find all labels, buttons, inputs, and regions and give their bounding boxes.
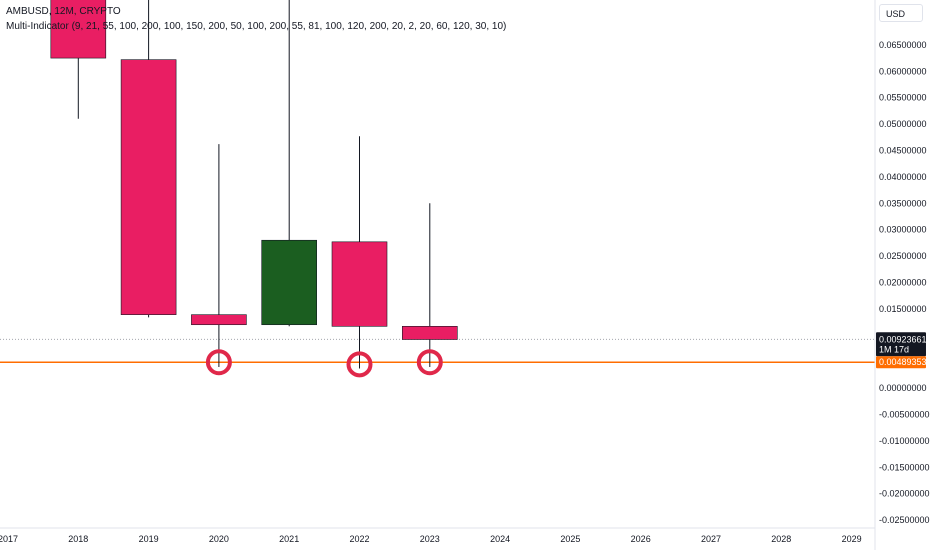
currency-button[interactable]: USD <box>879 4 923 22</box>
level-price-value: 0.00489353 <box>879 357 927 367</box>
x-tick-label: 2027 <box>701 534 721 544</box>
time-axis[interactable]: 2017 2018 2019 2020 2021 2022 2023 2024 2025 2026… <box>0 534 862 544</box>
candle-body-2018[interactable] <box>50 0 107 59</box>
candle-body-2021[interactable] <box>261 239 318 326</box>
y-tick-label: -0.02500000 <box>879 515 930 525</box>
y-tick-label: 0.02500000 <box>879 251 927 261</box>
y-tick-label: 0.03500000 <box>879 198 927 208</box>
bar-countdown: 1M 17d <box>879 344 909 354</box>
candle-body-2019[interactable] <box>120 59 177 315</box>
x-tick-label: 2024 <box>490 534 510 544</box>
y-tick-label: -0.00500000 <box>879 409 930 419</box>
y-tick-label: 0.04000000 <box>879 172 927 182</box>
chart-legend: AMBUSD, 12M, CRYPTO Multi-Indicator (9, … <box>6 4 506 34</box>
x-tick-label: 2018 <box>68 534 88 544</box>
x-tick-label: 2019 <box>139 534 159 544</box>
x-tick-label: 2017 <box>0 534 18 544</box>
y-tick-label: 0.01500000 <box>879 304 927 314</box>
y-tick-label: 0.03000000 <box>879 225 927 235</box>
x-tick-label: 2025 <box>560 534 580 544</box>
candle-body-2020[interactable] <box>191 314 247 326</box>
symbol-title[interactable]: AMBUSD, 12M, CRYPTO <box>6 6 121 17</box>
price-axis[interactable]: 0.06500000 0.06000000 0.05500000 0.05000000… <box>879 40 930 525</box>
y-tick-label: -0.01500000 <box>879 462 930 472</box>
plot-area[interactable] <box>0 0 875 378</box>
current-price-tag <box>876 332 926 357</box>
y-tick-label: 0.05500000 <box>879 93 927 103</box>
circle-marker-2023 <box>416 349 443 376</box>
level-price-tag <box>876 356 926 369</box>
y-tick-label: 0.06500000 <box>879 40 927 50</box>
x-tick-label: 2023 <box>420 534 440 544</box>
y-tick-label: 0.04500000 <box>879 145 927 155</box>
x-tick-label: 2028 <box>771 534 791 544</box>
x-tick-label: 2020 <box>209 534 229 544</box>
x-tick-label: 2029 <box>842 534 862 544</box>
y-tick-label: 0.02000000 <box>879 277 927 287</box>
circle-marker-2022 <box>346 351 373 378</box>
indicator-title[interactable]: Multi-Indicator (9, 21, 55, 100, 200, 10… <box>6 21 507 32</box>
candle-body-2023[interactable] <box>401 326 458 340</box>
x-tick-label: 2021 <box>279 534 299 544</box>
candle-body-2022[interactable] <box>331 241 388 327</box>
y-tick-label: -0.01000000 <box>879 436 930 446</box>
y-tick-label: 0.06000000 <box>879 66 927 76</box>
x-tick-label: 2026 <box>631 534 651 544</box>
y-tick-label: 0.00000000 <box>879 383 927 393</box>
y-tick-label: -0.02000000 <box>879 489 930 499</box>
y-tick-label: 0.05000000 <box>879 119 927 129</box>
x-tick-label: 2022 <box>349 534 369 544</box>
current-price-value: 0.00923661 <box>879 334 927 344</box>
circle-marker-2020 <box>205 349 232 376</box>
